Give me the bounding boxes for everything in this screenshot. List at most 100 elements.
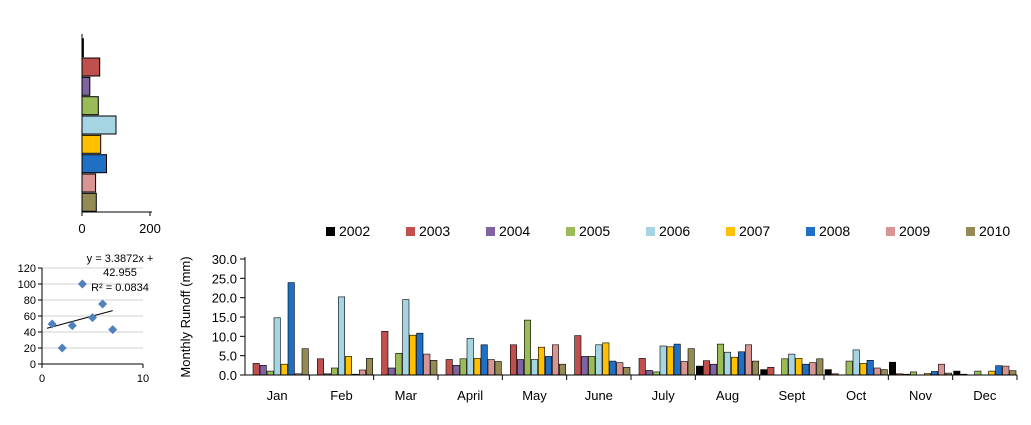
scatter-point <box>77 279 87 289</box>
bar-Mar-2005 <box>395 352 403 376</box>
scatter-point <box>47 319 57 329</box>
scatter-y-tick-label: 80 <box>24 295 36 307</box>
bar-Aug-2009 <box>744 344 752 376</box>
scatter-point <box>98 299 108 309</box>
bar-Nov-2002 <box>888 361 896 376</box>
bar-Dec-2008 <box>995 365 1003 376</box>
bar-Sept-2010 <box>816 358 824 376</box>
bar-May-2008 <box>544 356 552 376</box>
bar-April-2004 <box>452 364 460 376</box>
bar-May-2006 <box>530 359 538 376</box>
hbar-2009 <box>81 173 97 193</box>
monthly-runoff-bar-chart: 0.0 5.0 10.0 15.0 20.0 25.0 30.0 Jan Feb Mar April… <box>178 252 1018 403</box>
bar-Feb-2003 <box>316 358 324 376</box>
bar-Oct-2005 <box>845 360 853 376</box>
bar-June-2004 <box>581 356 589 376</box>
scatter-y-tick-label: 100 <box>18 279 36 291</box>
bar-Sept-2009 <box>809 362 817 376</box>
bar-Sept-2003 <box>767 366 775 376</box>
scatter-x-tick-label: 0 <box>39 373 45 385</box>
main-x-tick-label: April <box>457 388 483 403</box>
bar-Oct-2009 <box>873 367 881 376</box>
bar-Aug-2005 <box>716 343 724 376</box>
bar-Oct-2010 <box>880 369 888 376</box>
bar-Jan-2006 <box>273 317 281 376</box>
scatter-equation-label: y = 3.3872x + <box>87 253 154 265</box>
legend-swatch-2007 <box>726 227 735 236</box>
bar-Aug-2007 <box>730 356 738 376</box>
main-x-tick-label: July <box>652 388 676 403</box>
bar-May-2010 <box>558 363 566 376</box>
bar-Nov-2009 <box>937 363 945 376</box>
hbar-2004 <box>81 76 91 96</box>
bar-Feb-2005 <box>330 367 338 376</box>
bar-Aug-2010 <box>751 360 759 376</box>
legend-label-2005: 2005 <box>579 223 610 239</box>
bar-Mar-2007 <box>409 334 417 376</box>
main-x-tick-label: May <box>522 388 547 403</box>
legend-label-2006: 2006 <box>659 223 690 239</box>
hbar-2005 <box>81 96 99 116</box>
bar-July-2009 <box>680 361 688 376</box>
bar-June-2006 <box>595 344 603 376</box>
bar-June-2003 <box>574 335 582 376</box>
bar-Jan-2007 <box>280 363 288 376</box>
main-x-tick-label: Feb <box>330 388 352 403</box>
bar-Jan-2005 <box>266 370 274 376</box>
bar-April-2009 <box>487 359 495 376</box>
legend-swatch-2002 <box>326 227 335 236</box>
bar-Dec-2009 <box>1002 365 1010 376</box>
bar-April-2007 <box>473 358 481 376</box>
bar-Dec-2007 <box>988 370 996 376</box>
bar-Nov-2008 <box>930 371 938 376</box>
bar-April-2006 <box>466 337 474 376</box>
main-y-tick-label: 15.0 <box>212 310 237 325</box>
bar-Jan-2004 <box>259 364 267 376</box>
bar-July-2010 <box>687 348 695 376</box>
hbar-2006 <box>81 115 117 135</box>
bar-Sept-2005 <box>781 358 789 376</box>
bar-Mar-2006 <box>402 299 410 376</box>
bar-May-2004 <box>516 359 524 376</box>
hbar-x-tick-label: 200 <box>139 221 161 236</box>
legend-label-2010: 2010 <box>979 223 1010 239</box>
bar-July-2003 <box>638 358 646 376</box>
bar-Sept-2008 <box>802 363 810 376</box>
legend-label-2002: 2002 <box>339 223 370 239</box>
main-x-tick-label: Mar <box>395 388 418 403</box>
bar-Mar-2009 <box>423 353 431 376</box>
main-y-tick-label: 10.0 <box>212 329 237 344</box>
hbar-2010 <box>81 192 97 212</box>
bar-Oct-2006 <box>852 349 860 376</box>
main-x-tick-label: June <box>585 388 613 403</box>
main-y-tick-label: 25.0 <box>212 271 237 286</box>
hbar-2008 <box>81 154 107 174</box>
bar-June-2005 <box>588 356 596 376</box>
bar-July-2006 <box>659 345 667 376</box>
legend-swatch-2009 <box>886 227 895 236</box>
bar-Mar-2004 <box>388 367 396 376</box>
bar-Feb-2007 <box>344 356 352 376</box>
scatter-equation-label: 42.955 <box>103 267 137 279</box>
hbar-2007 <box>81 134 102 154</box>
bar-July-2007 <box>666 346 674 376</box>
scatter-chart: 0 20 40 60 80 100 120 0 10 y = 3.3872x + 42.955 R² … <box>18 253 154 385</box>
bar-Sept-2007 <box>795 358 803 376</box>
legend-swatch-2005 <box>566 227 575 236</box>
scatter-y-tick-label: 60 <box>24 311 36 323</box>
legend-swatch-2008 <box>806 227 815 236</box>
bar-Dec-2002 <box>953 370 961 376</box>
scatter-point <box>67 321 77 331</box>
bar-May-2009 <box>551 344 559 376</box>
main-x-tick-label: Dec <box>973 388 997 403</box>
main-y-tick-label: 0.0 <box>219 368 237 383</box>
scatter-point <box>108 325 118 335</box>
bar-April-2008 <box>480 344 488 376</box>
legend-swatch-2004 <box>486 227 495 236</box>
bar-May-2003 <box>509 344 517 376</box>
horizontal-bar-chart: 0 200 <box>78 34 161 236</box>
bar-June-2010 <box>623 366 631 376</box>
bar-Jan-2008 <box>287 282 295 376</box>
main-y-axis-title: Monthly Runoff (mm) <box>178 256 193 377</box>
